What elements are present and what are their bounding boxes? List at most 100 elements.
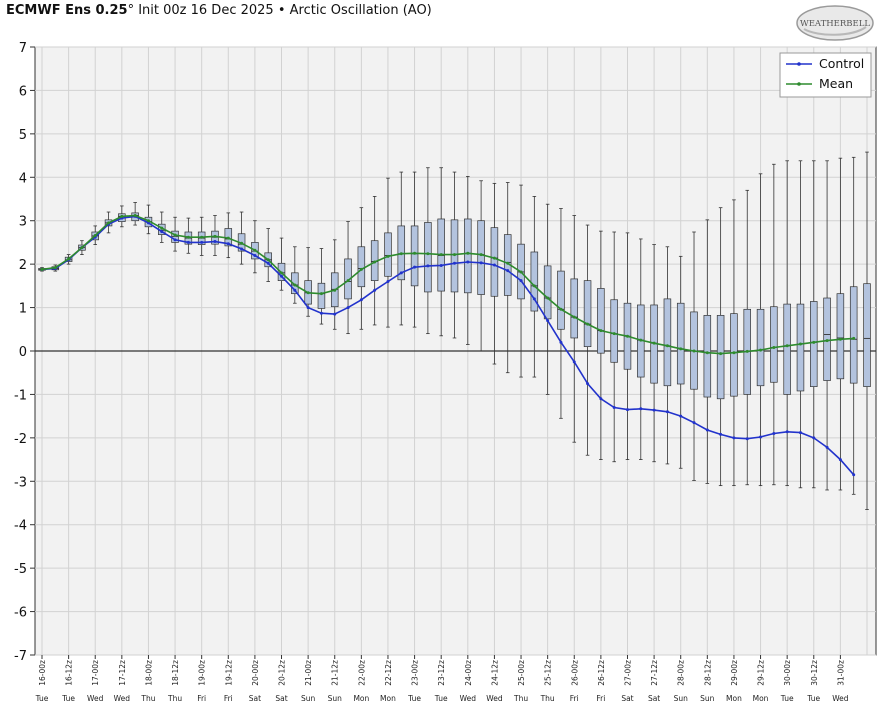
x-tick-label: 24-00z [464,660,473,686]
control-point [466,260,470,264]
mean-point [639,338,643,342]
control-point [226,242,230,246]
x-day-label: Tue [806,694,820,703]
mean-point [745,349,749,353]
x-day-label: Tue [35,694,49,703]
model-name: ECMWF Ens 0.25 [6,3,128,18]
control-point [519,279,523,283]
legend-mean-label: Mean [819,76,853,91]
control-point [639,407,643,411]
control-point [399,271,403,275]
iqr-box [464,218,472,294]
mean-point [586,322,590,326]
x-tick-label: 18-12z [171,660,180,686]
control-point [333,312,337,316]
x-tick-label: 22-12z [384,660,393,686]
mean-point [546,296,550,300]
mean-point [213,234,217,238]
control-point [745,437,749,441]
iqr-box [756,308,765,387]
control-point [492,263,496,267]
control-point [559,340,563,344]
iqr-box [716,315,725,400]
mean-point [306,291,310,295]
x-day-label: Mon [380,694,396,703]
y-tick-label: 1 [19,302,27,317]
x-day-label: Sat [249,694,261,703]
mean-point [665,344,669,348]
control-point [413,265,417,269]
mean-point [146,219,150,223]
y-tick-label: 0 [19,345,27,360]
iqr-box [783,303,791,395]
control-point [506,269,510,273]
title-separator: • [277,3,286,18]
x-tick-label: 29-12z [757,660,766,686]
mean-point [825,339,829,343]
control-point [572,360,576,364]
control-point [625,408,629,412]
iqr-box [810,301,818,387]
control-point [825,445,829,449]
x-tick-label: 21-00z [304,660,313,686]
iqr-box [317,282,326,309]
legend: Control Mean [779,52,872,98]
mean-point [240,241,244,245]
series-lines [40,214,856,477]
x-tick-label: 17-12z [118,660,127,686]
iqr-box [730,313,738,397]
mean-point [53,266,57,270]
iqr-box [570,278,579,339]
x-tick-label: 31-00z [836,660,845,686]
mean-point [719,352,723,356]
mean-point [280,271,284,275]
mean-point [625,334,629,338]
x-day-label: Mon [753,694,769,703]
y-tick-label: 6 [19,84,27,99]
x-tick-label: 30-00z [783,660,792,686]
x-day-label: Wed [460,694,477,703]
y-tick-label: -5 [14,562,27,577]
control-point [599,397,603,401]
x-tick-label: 27-12z [650,660,659,686]
control-point [160,230,164,234]
mean-point [519,270,523,274]
control-point [652,408,656,412]
x-tick-label: 18-00z [144,660,153,686]
iqr-box [597,288,605,354]
control-point [173,238,177,242]
control-point [266,261,270,265]
control-point [759,435,763,439]
x-day-label: Thu [140,694,155,703]
mean-point [453,253,456,257]
control-line [41,215,855,476]
mean-point [160,226,164,230]
mean-point [426,252,430,256]
y-tick-label: 2 [19,258,27,273]
control-point [386,280,390,284]
legend-box [779,52,872,98]
control-point [532,297,536,301]
legend-control-label: Control [819,56,864,71]
mean-point [439,253,443,257]
y-tick-label: -4 [14,519,27,534]
control-point [426,264,430,268]
y-tick-label: -2 [14,432,27,447]
x-tick-label: 21-12z [331,660,340,686]
mean-point [506,261,510,265]
x-tick-label: 25-12z [544,660,553,686]
iqr-box [796,303,805,392]
mean-point [692,349,696,353]
y-tick-label: 7 [19,41,27,56]
mean-point [612,332,616,336]
mean-point [173,233,177,237]
degree-sign: ° [127,3,135,18]
mean-point [133,214,137,218]
mean-point [359,267,363,271]
mean-point [333,288,337,292]
x-day-label: Fri [570,694,579,703]
iqr-box [849,286,858,384]
control-point [798,431,802,435]
x-day-label: Sat [621,694,633,703]
x-axis: 16-00z Tue 16-12z Tue 17-00z Wed 17-12z Wed 18-0… [35,655,849,703]
